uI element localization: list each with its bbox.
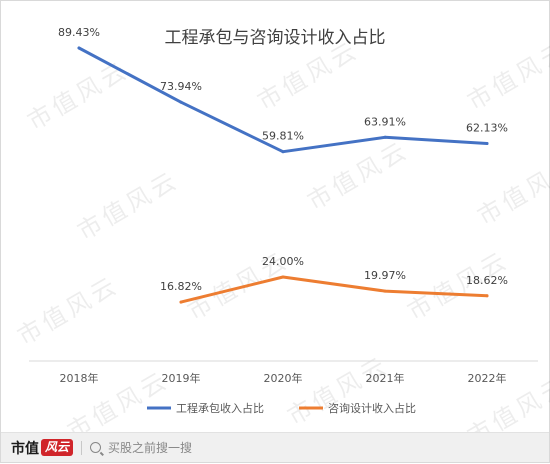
data-point [179,100,183,104]
data-label: 16.82% [160,280,202,293]
legend-label: 咨询设计收入占比 [328,401,416,415]
data-point [383,135,387,139]
legend-label: 工程承包收入占比 [176,401,264,415]
data-point [383,289,387,293]
x-tick-label: 2022年 [468,371,507,385]
search-box[interactable]: 买股之前搜一搜 [90,439,192,456]
data-label: 62.13% [466,122,508,135]
x-tick-label: 2019年 [162,371,201,385]
data-point [77,46,81,50]
search-placeholder: 买股之前搜一搜 [108,441,193,455]
brand-text: 市值 [11,440,39,457]
brand-badge: 风云 [41,439,74,456]
data-label: 73.94% [160,80,202,93]
chart-title: 工程承包与咨询设计收入占比 [164,28,386,48]
data-label: 63.91% [364,115,406,128]
data-point [281,150,285,154]
x-tick-label: 2021年 [366,371,405,385]
footer-bar: 市值 风云 买股之前搜一搜 [1,432,549,462]
data-point [281,275,285,279]
data-label: 89.43% [58,26,100,39]
x-tick-label: 2020年 [264,371,303,385]
data-label: 18.62% [466,274,508,287]
data-label: 24.00% [262,255,304,268]
search-icon [90,442,102,453]
data-point [485,294,489,298]
data-point [485,142,489,145]
data-point [179,300,183,304]
x-tick-label: 2018年 [60,371,99,385]
data-label: 19.97% [364,269,406,282]
data-label: 59.81% [262,130,304,143]
footer-divider [81,440,83,455]
brand-logo: 市值 风云 [11,438,74,458]
series-line-2 [179,275,489,304]
